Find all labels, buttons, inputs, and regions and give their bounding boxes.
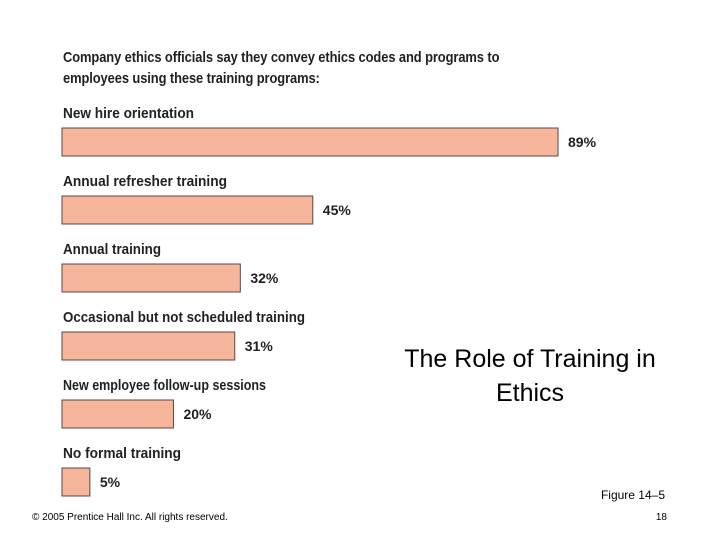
copyright-notice: © 2005 Prentice Hall Inc. All rights res… <box>32 512 228 523</box>
value-label: 32% <box>250 270 279 286</box>
category-label: New hire orientation <box>63 105 194 122</box>
value-label: 20% <box>183 406 212 422</box>
value-label: 5% <box>100 474 121 490</box>
page-number: 18 <box>655 512 667 523</box>
category-label: Annual refresher training <box>63 173 227 190</box>
category-label: Occasional but not scheduled training <box>63 309 305 326</box>
bar <box>61 195 314 225</box>
bar <box>61 399 174 429</box>
chart-title: Company ethics officials say they convey… <box>63 49 500 87</box>
value-label: 89% <box>568 134 597 150</box>
bar <box>61 331 236 361</box>
category-label: Annual training <box>63 241 161 258</box>
value-label: 31% <box>245 338 274 354</box>
slide-title: The Role of Training in Ethics <box>404 345 656 407</box>
figure-label: Figure 14–5 <box>600 488 665 502</box>
category-label: New employee follow-up sessions <box>63 377 266 394</box>
category-label: No formal training <box>63 445 181 462</box>
value-label: 45% <box>323 202 352 218</box>
bar <box>61 467 91 497</box>
bar <box>61 263 241 293</box>
bar <box>61 127 559 157</box>
